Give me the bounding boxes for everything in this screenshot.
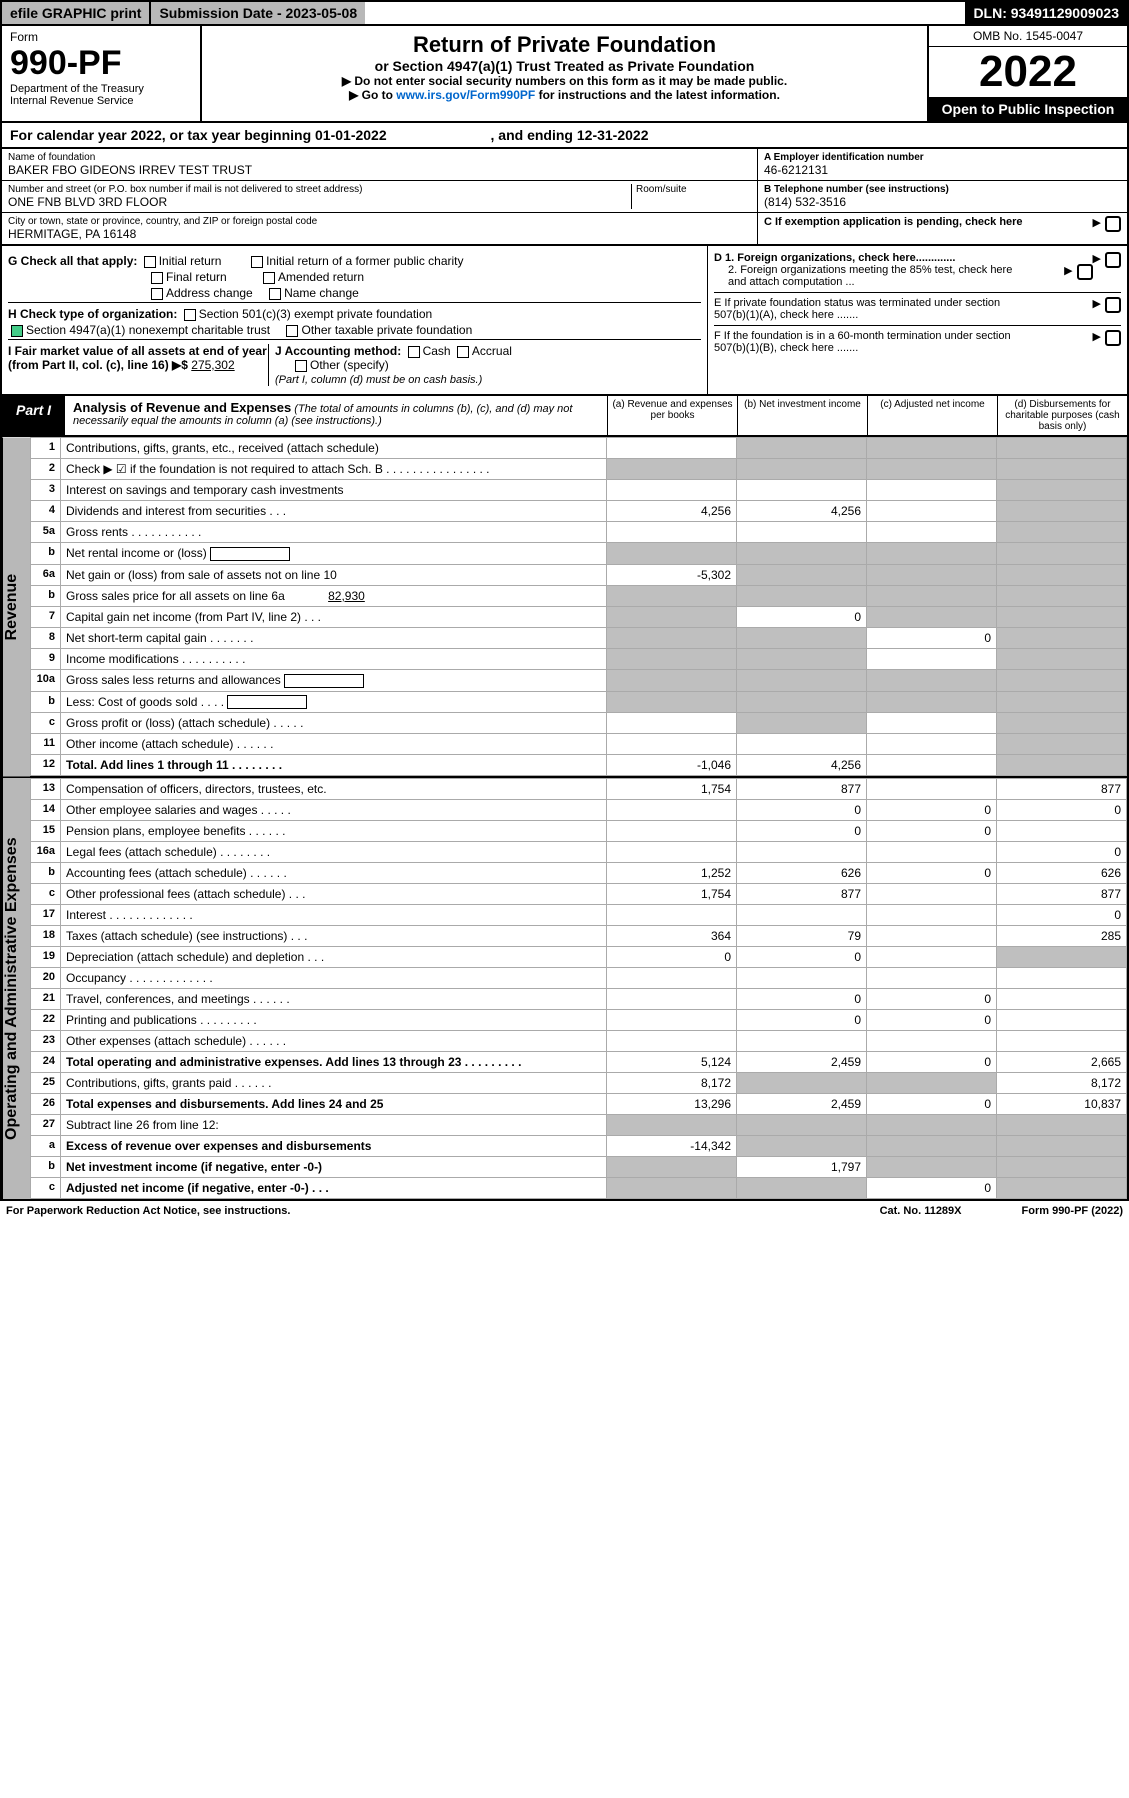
expenses-section: Operating and Administrative Expenses 13… — [0, 778, 1129, 1201]
ein-label: A Employer identification number — [764, 152, 1121, 163]
d1-label: D 1. Foreign organizations, check here..… — [714, 252, 955, 264]
accrual-cb[interactable] — [457, 346, 469, 358]
f-cb[interactable] — [1105, 330, 1121, 346]
initial-former-cb[interactable] — [251, 256, 263, 268]
paperwork-notice: For Paperwork Reduction Act Notice, see … — [6, 1205, 290, 1217]
top-bar: efile GRAPHIC print Submission Date - 20… — [0, 0, 1129, 26]
dln: DLN: 93491129009023 — [965, 2, 1127, 24]
cash-cb[interactable] — [408, 346, 420, 358]
expenses-sidelabel: Operating and Administrative Expenses — [2, 778, 30, 1199]
initial-return-cb[interactable] — [144, 256, 156, 268]
calendar-year: For calendar year 2022, or tax year begi… — [0, 123, 1129, 149]
instr-2: ▶ Go to www.irs.gov/Form990PF for instru… — [208, 88, 921, 102]
address-change-cb[interactable] — [151, 288, 163, 300]
final-return-cb[interactable] — [151, 272, 163, 284]
d1-cb[interactable] — [1105, 252, 1121, 268]
fmv: 275,302 — [191, 358, 234, 372]
irs: Internal Revenue Service — [10, 95, 192, 107]
col-b-hdr: (b) Net investment income — [737, 396, 867, 435]
col-d-hdr: (d) Disbursements for charitable purpose… — [997, 396, 1127, 435]
instr-1: ▶ Do not enter social security numbers o… — [208, 74, 921, 88]
part1-header: Part I Analysis of Revenue and Expenses … — [0, 396, 1129, 437]
tel-label: B Telephone number (see instructions) — [764, 184, 1121, 195]
open-public: Open to Public Inspection — [929, 97, 1127, 121]
irs-link[interactable]: www.irs.gov/Form990PF — [396, 88, 535, 102]
col-a-hdr: (a) Revenue and expenses per books — [607, 396, 737, 435]
d2-cb[interactable] — [1077, 264, 1093, 280]
name-label: Name of foundation — [8, 152, 751, 163]
city: HERMITAGE, PA 16148 — [8, 227, 751, 241]
revenue-section: Revenue 1Contributions, gifts, grants, e… — [0, 437, 1129, 778]
form-ref: Form 990-PF (2022) — [1022, 1205, 1123, 1217]
form-word: Form — [10, 30, 192, 44]
omb: OMB No. 1545-0047 — [929, 26, 1127, 47]
revenue-sidelabel: Revenue — [2, 437, 30, 776]
ein: 46-6212131 — [764, 163, 1121, 177]
part1-title: Analysis of Revenue and Expenses — [73, 400, 291, 415]
efile-label[interactable]: efile GRAPHIC print — [2, 2, 149, 24]
form-subtitle: or Section 4947(a)(1) Trust Treated as P… — [208, 58, 921, 74]
d2-label: 2. Foreign organizations meeting the 85%… — [714, 264, 1014, 288]
form-number: 990-PF — [10, 44, 192, 83]
info-block: Name of foundation BAKER FBO GIDEONS IRR… — [0, 149, 1129, 246]
submission-date: Submission Date - 2023-05-08 — [149, 2, 365, 24]
form-header: Form 990-PF Department of the Treasury I… — [0, 26, 1129, 123]
other-taxable-cb[interactable] — [286, 325, 298, 337]
form-title: Return of Private Foundation — [208, 32, 921, 58]
other-acct-cb[interactable] — [295, 360, 307, 372]
address: ONE FNB BLVD 3RD FLOOR — [8, 195, 631, 209]
c-label: C If exemption application is pending, c… — [764, 216, 1023, 228]
name-change-cb[interactable] — [269, 288, 281, 300]
e-cb[interactable] — [1105, 297, 1121, 313]
room-label: Room/suite — [636, 184, 751, 195]
tax-year: 2022 — [929, 47, 1127, 97]
c-checkbox[interactable] — [1105, 216, 1121, 232]
e-label: E If private foundation status was termi… — [714, 297, 1034, 321]
amended-return-cb[interactable] — [263, 272, 275, 284]
f-label: F If the foundation is in a 60-month ter… — [714, 330, 1034, 354]
col-c-hdr: (c) Adjusted net income — [867, 396, 997, 435]
city-label: City or town, state or province, country… — [8, 216, 751, 227]
4947-cb[interactable] — [11, 325, 23, 337]
telephone: (814) 532-3516 — [764, 195, 1121, 209]
part1-label: Part I — [2, 396, 65, 435]
dept: Department of the Treasury — [10, 83, 192, 95]
g-row: G Check all that apply: Initial return I… — [8, 254, 701, 268]
501c3-cb[interactable] — [184, 309, 196, 321]
addr-label: Number and street (or P.O. box number if… — [8, 184, 631, 195]
foundation-name: BAKER FBO GIDEONS IRREV TEST TRUST — [8, 163, 751, 177]
page-footer: For Paperwork Reduction Act Notice, see … — [0, 1201, 1129, 1221]
checks-block: G Check all that apply: Initial return I… — [0, 246, 1129, 396]
cat-no: Cat. No. 11289X — [880, 1205, 962, 1217]
